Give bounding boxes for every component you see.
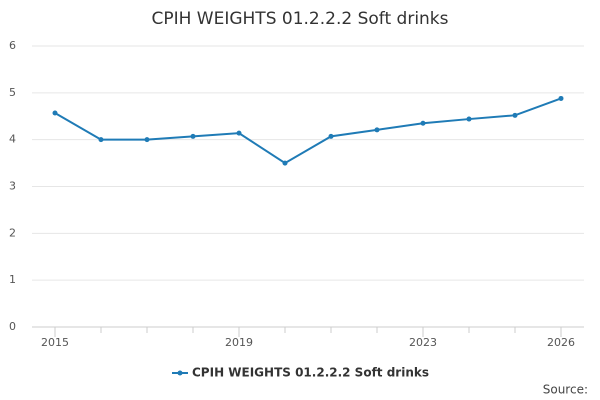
chart-title: CPIH WEIGHTS 01.2.2.2 Soft drinks	[151, 9, 448, 29]
point	[144, 137, 150, 143]
x-tick-label: 2023	[409, 336, 437, 349]
y-tick-label: 5	[9, 86, 16, 99]
y-tick-label: 2	[9, 226, 16, 239]
y-tick-label: 3	[9, 180, 16, 193]
point	[236, 130, 242, 136]
point	[328, 133, 334, 139]
x-tick-label: 2015	[41, 336, 69, 349]
x-tick-label: 2026	[547, 336, 575, 349]
y-tick-label: 4	[9, 133, 16, 146]
line	[54, 97, 562, 165]
point	[420, 120, 426, 126]
y-tick-label: 6	[9, 39, 16, 52]
point	[374, 127, 380, 133]
point	[512, 112, 518, 118]
y-tick-label: 0	[9, 320, 16, 333]
legend-label: CPIH WEIGHTS 01.2.2.2 Soft drinks	[192, 366, 429, 380]
point	[52, 110, 58, 116]
point	[558, 95, 564, 101]
point	[282, 160, 288, 166]
y-tick-label: 1	[9, 273, 16, 286]
point	[98, 137, 104, 143]
point	[466, 116, 472, 122]
legend-marker	[177, 370, 183, 376]
source: Source:	[543, 383, 588, 397]
point	[190, 133, 196, 139]
x-tick-label: 2019	[225, 336, 253, 349]
